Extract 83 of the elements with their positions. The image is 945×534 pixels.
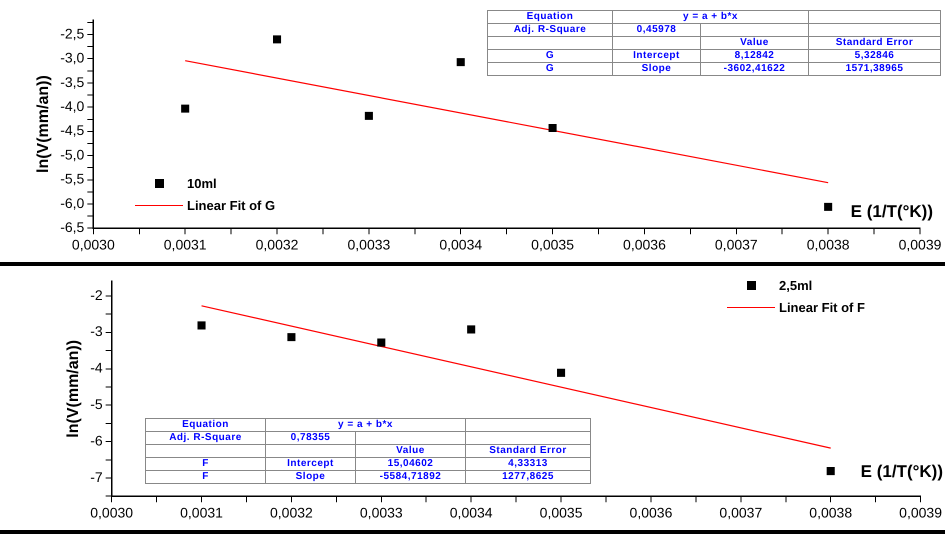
annotation: 1571,38965: [808, 62, 940, 76]
y-tick-label: -2,5: [60, 25, 85, 42]
annotation: Slope: [266, 470, 356, 484]
annotation: Equation: [146, 418, 266, 432]
y-tick-label: -3,0: [60, 50, 85, 66]
x-tick-label: 0,0035: [540, 504, 583, 520]
annotation: -3602,41622: [700, 62, 808, 76]
annotation: Standard Error: [466, 444, 590, 458]
x-tick-label: 0,0039: [898, 236, 942, 252]
y-tick-label: -5: [90, 396, 103, 412]
point: [557, 368, 566, 377]
annotation: Adj. R-Square: [488, 24, 612, 36]
annotation: 0,78355: [266, 432, 356, 444]
x-tick-label: 0,0033: [360, 504, 403, 520]
x-tick-label: 0,0039: [899, 504, 942, 520]
legend-label: Linear Fit of F: [779, 300, 865, 314]
point: [364, 112, 373, 120]
y-tick-label: -6: [90, 432, 103, 448]
annotation: 8,12842: [700, 50, 808, 62]
annotation: F: [146, 470, 266, 484]
y-tick-label: -4,0: [60, 98, 85, 114]
annotation: Standard Error: [808, 36, 940, 50]
annotation: 5,32846: [808, 50, 940, 62]
legend-label: Linear Fit of G: [187, 198, 276, 212]
legend-label: 10ml: [187, 176, 217, 190]
y-tick-label: -5,5: [60, 170, 85, 187]
x-axis-title: E (1/T(°K)): [850, 202, 933, 222]
point: [272, 35, 282, 44]
point: [456, 58, 465, 66]
point: [181, 104, 190, 113]
x-tick-label: 0,0031: [164, 236, 207, 252]
annotation: y = a + b*x: [612, 10, 808, 24]
annotation: Equation: [488, 10, 612, 24]
annotation: Slope: [612, 62, 700, 76]
x-tick-label: 0,0038: [809, 504, 852, 520]
point: [467, 325, 476, 334]
point: [826, 467, 835, 476]
annotation: -5584,71892: [356, 470, 466, 484]
y-axis-title: ln(V(mm/an)): [35, 75, 52, 173]
y-tick-label: -5,0: [60, 146, 85, 162]
x-tick-label: 0,0036: [630, 504, 673, 520]
x-tick-label: 0,0032: [256, 236, 299, 252]
annotation: G: [488, 62, 612, 76]
x-tick-label: 0,0032: [270, 504, 314, 520]
annotation: y = a + b*x: [266, 418, 466, 432]
x-tick-label: 0,0037: [719, 504, 762, 520]
x-tick-label: 0,0036: [623, 236, 666, 252]
annotation: Adj. R-Square: [146, 432, 266, 444]
x-tick-label: 0,0033: [347, 236, 391, 252]
x-tick-label: 0,0034: [439, 236, 482, 252]
point: [377, 338, 386, 347]
x-tick-label: 0,0038: [806, 236, 850, 252]
annotation: Value: [700, 36, 808, 50]
y-tick-label: -6,0: [60, 194, 85, 211]
annotation: 15,04602: [356, 458, 466, 470]
y-tick-label: -3: [90, 323, 103, 340]
annotation: 4,33313: [466, 458, 590, 470]
x-tick-label: 0,0037: [714, 236, 758, 252]
x-axis-title: E (1/T(°K)): [860, 462, 943, 482]
y-tick-label: -4: [90, 360, 103, 376]
x-tick-label: 0,0031: [180, 504, 224, 520]
x-tick-label: 0,0030: [90, 504, 134, 520]
annotation: 0,45978: [612, 24, 700, 36]
y-axis-title: ln(V(mm/an)): [65, 340, 82, 438]
annotation: 1277,8625: [466, 470, 590, 484]
x-tick-label: 0,0034: [450, 504, 493, 520]
y-tick-label: -2: [90, 286, 103, 303]
annotation: F: [146, 458, 266, 470]
annotation: G: [488, 50, 612, 62]
y-tick-label: -4,5: [60, 122, 85, 138]
point: [197, 321, 206, 330]
x-tick-label: 0,0030: [72, 236, 115, 252]
y-tick-label: -6,5: [60, 219, 85, 236]
point: [824, 202, 832, 211]
annotation: Value: [356, 444, 466, 458]
y-tick-label: -7: [90, 468, 103, 485]
point: [287, 333, 296, 342]
point: [548, 124, 557, 132]
x-tick-label: 0,0035: [531, 236, 574, 252]
annotation: Intercept: [612, 50, 700, 62]
annotation: Intercept: [266, 458, 356, 470]
y-tick-label: -3,5: [60, 74, 85, 90]
legend-label: 2,5ml: [779, 278, 812, 292]
